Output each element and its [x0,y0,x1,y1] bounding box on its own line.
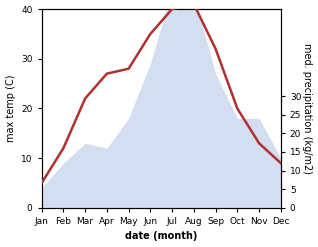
Y-axis label: med. precipitation (kg/m2): med. precipitation (kg/m2) [302,43,313,174]
X-axis label: date (month): date (month) [125,231,197,242]
Y-axis label: max temp (C): max temp (C) [5,75,16,142]
